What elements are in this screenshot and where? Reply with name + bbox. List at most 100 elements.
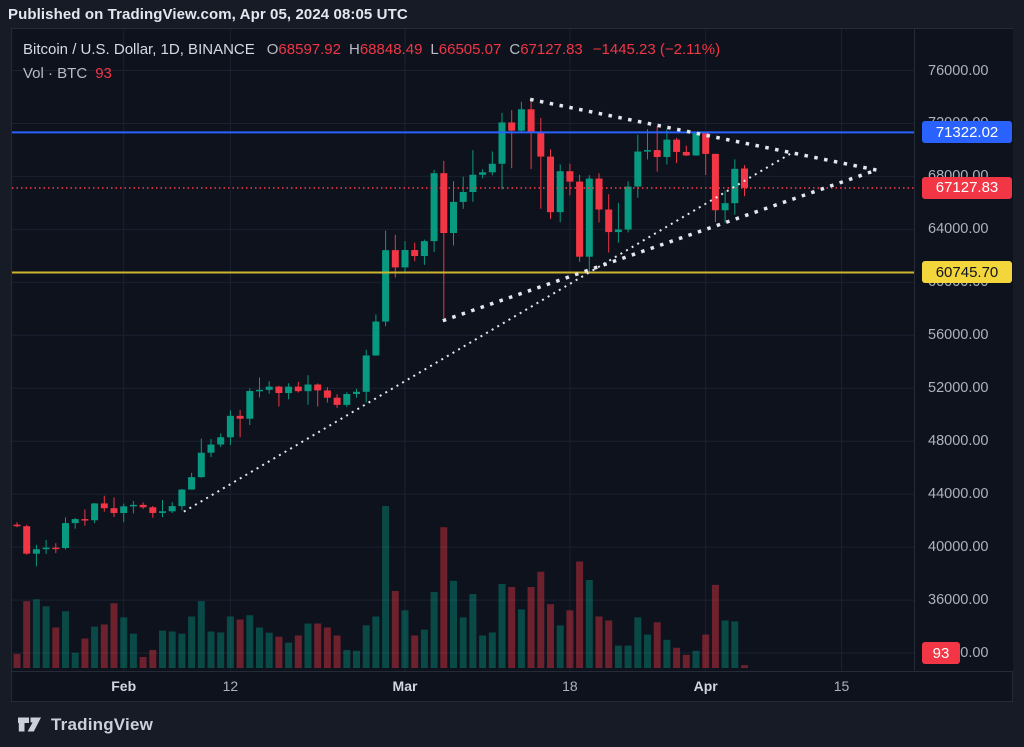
volume-bar: [469, 594, 477, 668]
volume-bar: [692, 650, 700, 668]
candle-body: [129, 504, 137, 507]
volume-bar: [517, 609, 525, 668]
candle-body: [236, 415, 244, 419]
time-axis-label: Feb: [111, 678, 137, 694]
trendline-pennant-lower-line: [442, 168, 877, 323]
volume-bar: [614, 645, 622, 668]
time-axis[interactable]: Feb 12 Mar 18 Apr 15: [12, 671, 1012, 701]
plot-background: [12, 29, 914, 671]
candle-body: [71, 519, 79, 524]
candle-body: [343, 393, 351, 405]
tradingview-brand-text: TradingView: [51, 714, 154, 734]
volume-bar: [673, 647, 681, 668]
candle-body: [265, 386, 273, 390]
volume-bar: [527, 587, 535, 668]
candle-body: [168, 506, 176, 512]
candle-body: [537, 131, 545, 157]
open-label: O: [266, 41, 279, 58]
candle-body: [653, 150, 661, 157]
candle-body: [430, 173, 438, 242]
volume-bar: [246, 615, 254, 668]
volume-bar: [459, 617, 467, 668]
volume-bar: [440, 527, 448, 668]
candle-body: [372, 321, 380, 356]
time-axis-label: 12: [222, 678, 239, 694]
volume-axis-badge: 93: [922, 642, 960, 665]
candle-body: [440, 173, 448, 234]
high-label: H: [349, 41, 360, 58]
volume-bar: [634, 617, 642, 668]
volume-bar: [566, 610, 574, 668]
volume-bar: [401, 610, 409, 668]
volume-bar: [343, 649, 351, 668]
volume-bar: [391, 590, 399, 668]
symbol-title: Bitcoin / U.S. Dollar, 1D, BINANCE: [23, 41, 255, 58]
volume-bar: [372, 616, 380, 668]
volume-bar: [624, 645, 632, 668]
tradingview-brand-link[interactable]: TradingView: [17, 714, 153, 735]
volume-bar: [353, 650, 360, 668]
candle-body: [721, 203, 729, 211]
volume-bar: [304, 623, 312, 668]
price-axis[interactable]: 76000.0072000.0068000.0064000.0060000.00…: [914, 29, 1013, 671]
chart-legend: Bitcoin / U.S. Dollar, 1D, BINANCE O 6859…: [23, 38, 720, 86]
volume-bar: [42, 606, 50, 668]
volume-bar: [217, 632, 225, 668]
low-label: L: [430, 41, 439, 58]
time-axis-label: 18: [562, 678, 578, 694]
low-value: 66505.07: [438, 41, 502, 58]
volume-bar: [120, 617, 128, 668]
candle-body: [285, 386, 293, 393]
volume-bar: [285, 642, 293, 668]
candle-body: [391, 250, 399, 268]
candle-body: [547, 156, 554, 213]
open-value: 68597.92: [278, 41, 341, 58]
candle-body: [585, 178, 593, 257]
candle-body: [382, 250, 390, 322]
candle-body: [217, 437, 225, 445]
volume-bar: [663, 639, 671, 668]
candle-body: [226, 415, 234, 438]
candle-body: [323, 390, 331, 398]
volume-bar: [488, 632, 496, 668]
candle-body: [91, 503, 99, 521]
volume-bar: [595, 616, 603, 668]
candle-body: [139, 504, 147, 508]
candle-body: [459, 192, 467, 202]
candle-body: [644, 150, 651, 152]
candle-body: [401, 250, 409, 268]
volume-bar: [23, 601, 31, 668]
price-tick-label: 36000.00: [928, 592, 989, 609]
volume-bar: [420, 629, 428, 668]
volume-bar: [32, 599, 40, 668]
close-label: C: [509, 41, 521, 58]
candle-body: [576, 181, 584, 257]
candle-body: [294, 386, 302, 392]
volume-bar: [382, 506, 390, 668]
legend-volume-row: Vol · BTC 93: [23, 62, 720, 86]
candle-body: [469, 174, 477, 193]
volume-bar: [197, 601, 205, 668]
volume-bar: [149, 649, 157, 668]
candle-body: [614, 229, 622, 233]
candle-body: [634, 151, 642, 187]
volume-bar: [188, 616, 196, 668]
volume-bar: [71, 652, 79, 668]
volume-bar: [644, 634, 651, 668]
volume-bar: [702, 634, 710, 668]
price-tick-label: 48000.00: [928, 433, 989, 450]
candle-body: [275, 386, 283, 393]
candle-body: [314, 384, 322, 391]
candle-body: [741, 168, 748, 188]
volume-bar: [508, 587, 516, 668]
volume-bar: [479, 635, 487, 668]
volume-bar: [256, 627, 263, 668]
price-line-label: 71322.02: [922, 121, 1012, 144]
candle-body: [32, 549, 40, 554]
candle-body: [13, 524, 21, 527]
price-chart-plot[interactable]: [12, 29, 914, 671]
volume-bar: [168, 631, 176, 668]
candle-body: [188, 477, 196, 490]
candle-body: [52, 547, 60, 550]
candle-body: [246, 390, 254, 419]
